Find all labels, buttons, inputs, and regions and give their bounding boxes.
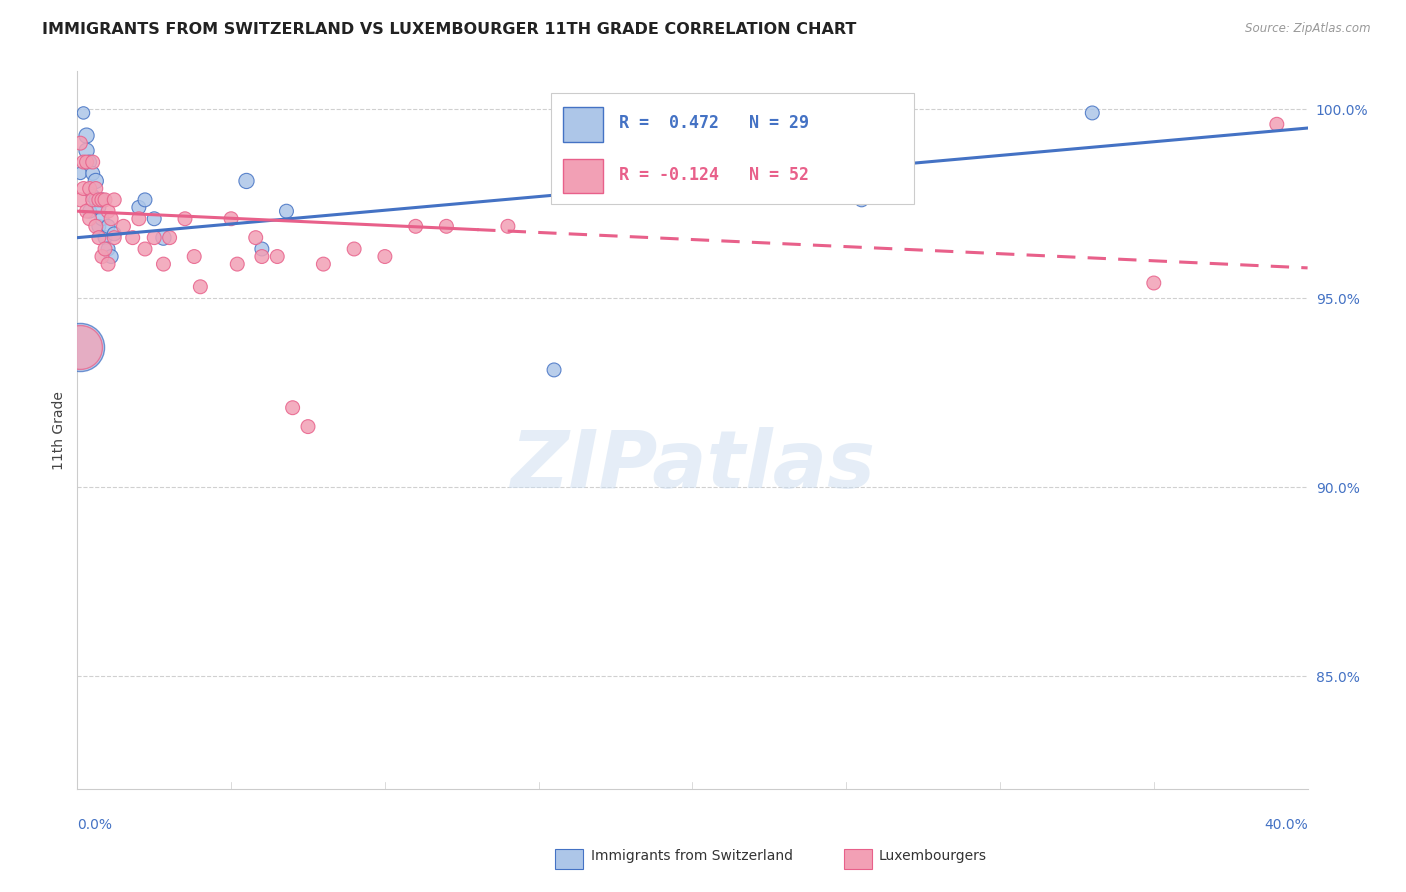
Point — [90, 211, 114, 226]
Text: Luxembourgers: Luxembourgers — [879, 849, 987, 863]
Point — [76, 204, 98, 219]
Point — [82, 166, 104, 180]
Point — [374, 250, 396, 264]
Point — [159, 230, 181, 244]
Point — [79, 181, 101, 195]
Text: IMMIGRANTS FROM SWITZERLAND VS LUXEMBOURGER 11TH GRADE CORRELATION CHART: IMMIGRANTS FROM SWITZERLAND VS LUXEMBOUR… — [42, 22, 856, 37]
Point — [87, 219, 110, 234]
Point — [76, 144, 98, 158]
Point — [87, 230, 110, 244]
Point — [100, 250, 122, 264]
Point — [79, 155, 101, 169]
Point — [1265, 117, 1288, 131]
Point — [72, 155, 94, 169]
FancyBboxPatch shape — [551, 93, 914, 204]
Point — [69, 340, 91, 354]
Point — [84, 174, 107, 188]
Point — [84, 219, 107, 234]
Point — [76, 155, 98, 169]
Text: Immigrants from Switzerland: Immigrants from Switzerland — [591, 849, 793, 863]
Point — [245, 230, 267, 244]
Point — [82, 155, 104, 169]
Point — [281, 401, 304, 415]
Bar — [564, 107, 603, 142]
Point — [97, 257, 120, 271]
Text: Source: ZipAtlas.com: Source: ZipAtlas.com — [1246, 22, 1371, 36]
Point — [97, 204, 120, 219]
Point — [79, 211, 101, 226]
Point — [235, 174, 257, 188]
Point — [79, 204, 101, 219]
Point — [312, 257, 335, 271]
Point — [226, 257, 249, 271]
Point — [69, 136, 91, 150]
Point — [84, 193, 107, 207]
Point — [94, 230, 117, 244]
Point — [103, 193, 125, 207]
Point — [436, 219, 458, 234]
Point — [69, 193, 91, 207]
Point — [121, 230, 143, 244]
Point — [100, 211, 122, 226]
Point — [128, 201, 150, 215]
Point — [188, 279, 212, 293]
Point — [90, 250, 114, 264]
Point — [82, 189, 104, 203]
Point — [343, 242, 366, 256]
Point — [152, 257, 174, 271]
Point — [69, 340, 91, 354]
Point — [90, 193, 114, 207]
Point — [128, 211, 150, 226]
Point — [250, 242, 273, 256]
Text: ZIPatlas: ZIPatlas — [510, 427, 875, 505]
Point — [1081, 106, 1104, 120]
Point — [103, 230, 125, 244]
Point — [152, 230, 174, 244]
Point — [69, 166, 91, 180]
Point — [143, 211, 166, 226]
Point — [94, 242, 117, 256]
Point — [97, 219, 120, 234]
Point — [1143, 276, 1166, 290]
Point — [134, 242, 156, 256]
Text: R =  0.472   N = 29: R = 0.472 N = 29 — [619, 114, 808, 132]
Point — [82, 193, 104, 207]
Point — [250, 250, 273, 264]
Point — [297, 419, 319, 434]
Text: 40.0%: 40.0% — [1264, 818, 1308, 832]
Point — [72, 181, 94, 195]
Point — [496, 219, 519, 234]
Point — [87, 201, 110, 215]
Point — [174, 211, 197, 226]
Point — [87, 193, 110, 207]
Point — [851, 193, 873, 207]
Point — [405, 219, 427, 234]
Point — [266, 250, 288, 264]
Point — [134, 193, 156, 207]
Text: 0.0%: 0.0% — [77, 818, 112, 832]
Point — [94, 193, 117, 207]
Point — [90, 193, 114, 207]
Point — [84, 181, 107, 195]
Bar — [564, 159, 603, 194]
Point — [543, 363, 565, 377]
Point — [183, 250, 205, 264]
Point — [72, 106, 94, 120]
Point — [143, 230, 166, 244]
Point — [76, 128, 98, 143]
Point — [112, 219, 135, 234]
Point — [276, 204, 298, 219]
Point — [103, 227, 125, 241]
Point — [97, 242, 120, 256]
Y-axis label: 11th Grade: 11th Grade — [52, 391, 66, 470]
Text: R = -0.124   N = 52: R = -0.124 N = 52 — [619, 167, 808, 185]
Point — [219, 211, 242, 226]
